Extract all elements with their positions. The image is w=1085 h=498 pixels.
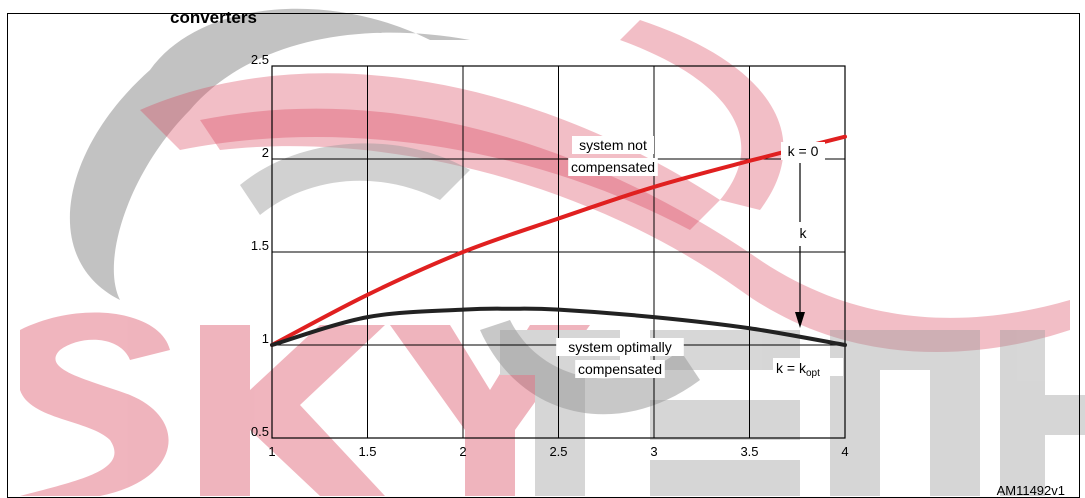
annotation-upper-line1: system not bbox=[579, 137, 647, 153]
x-tick-label-0: 1 bbox=[268, 444, 275, 459]
series-0-point-4 bbox=[652, 185, 656, 189]
x-tick-label-2: 2 bbox=[459, 444, 466, 459]
series-1-point-4 bbox=[557, 308, 560, 312]
y-tick-label-0: 0.5 bbox=[251, 424, 269, 439]
series-1-point-3 bbox=[509, 307, 513, 311]
series-0-point-5 bbox=[748, 159, 751, 163]
series-line-1 bbox=[270, 306, 847, 347]
figure-caption: converters bbox=[170, 8, 257, 27]
series-0-point-1 bbox=[366, 293, 369, 297]
x-tick-label-5: 3.5 bbox=[740, 444, 758, 459]
y-tick-label-4: 2.5 bbox=[251, 52, 269, 67]
series-1-point-2 bbox=[461, 308, 465, 312]
annotation-upper-line2-bg bbox=[568, 158, 658, 176]
series-1-point-5 bbox=[652, 315, 656, 319]
annotation-lower-line1-bg bbox=[556, 338, 684, 356]
series-1-point-0 bbox=[270, 343, 274, 347]
annotation-lower-line1: system optimally bbox=[568, 339, 671, 355]
x-tick-label-1: 1.5 bbox=[358, 444, 376, 459]
annotation-kopt-bg bbox=[773, 358, 843, 376]
y-tick-label-3: 2 bbox=[262, 145, 269, 160]
annotation-lower-line2-bg bbox=[575, 360, 665, 378]
x-tick-label-4: 3 bbox=[650, 444, 657, 459]
arrow-k-head bbox=[795, 312, 805, 328]
annotation-k0: k = 0 bbox=[788, 143, 819, 159]
series-0-point-2 bbox=[461, 250, 465, 254]
series-1-point-7 bbox=[843, 343, 847, 347]
annotation-upper-line1-bg bbox=[572, 136, 654, 154]
annotation-kopt-subscript: opt bbox=[806, 368, 820, 379]
plot-area-border bbox=[271, 65, 846, 439]
annotation-k: k bbox=[800, 225, 808, 241]
y-tick-label-1: 1 bbox=[262, 331, 269, 346]
figure-id: AM11492v1 bbox=[996, 483, 1065, 498]
annotation-k-bg bbox=[796, 224, 810, 242]
series-0-point-3 bbox=[557, 217, 560, 221]
x-tick-label-3: 2.5 bbox=[549, 444, 567, 459]
y-tick-label-2: 1.5 bbox=[251, 238, 269, 253]
annotation-upper-line2: compensated bbox=[571, 159, 655, 175]
series-1-point-1 bbox=[366, 315, 369, 319]
x-tick-label-6: 4 bbox=[841, 444, 848, 459]
series-0-point-6 bbox=[843, 135, 847, 139]
series-1-point-6 bbox=[748, 326, 751, 330]
annotation-lower-line2: compensated bbox=[578, 361, 662, 377]
annotation-k0-bg bbox=[781, 142, 825, 160]
